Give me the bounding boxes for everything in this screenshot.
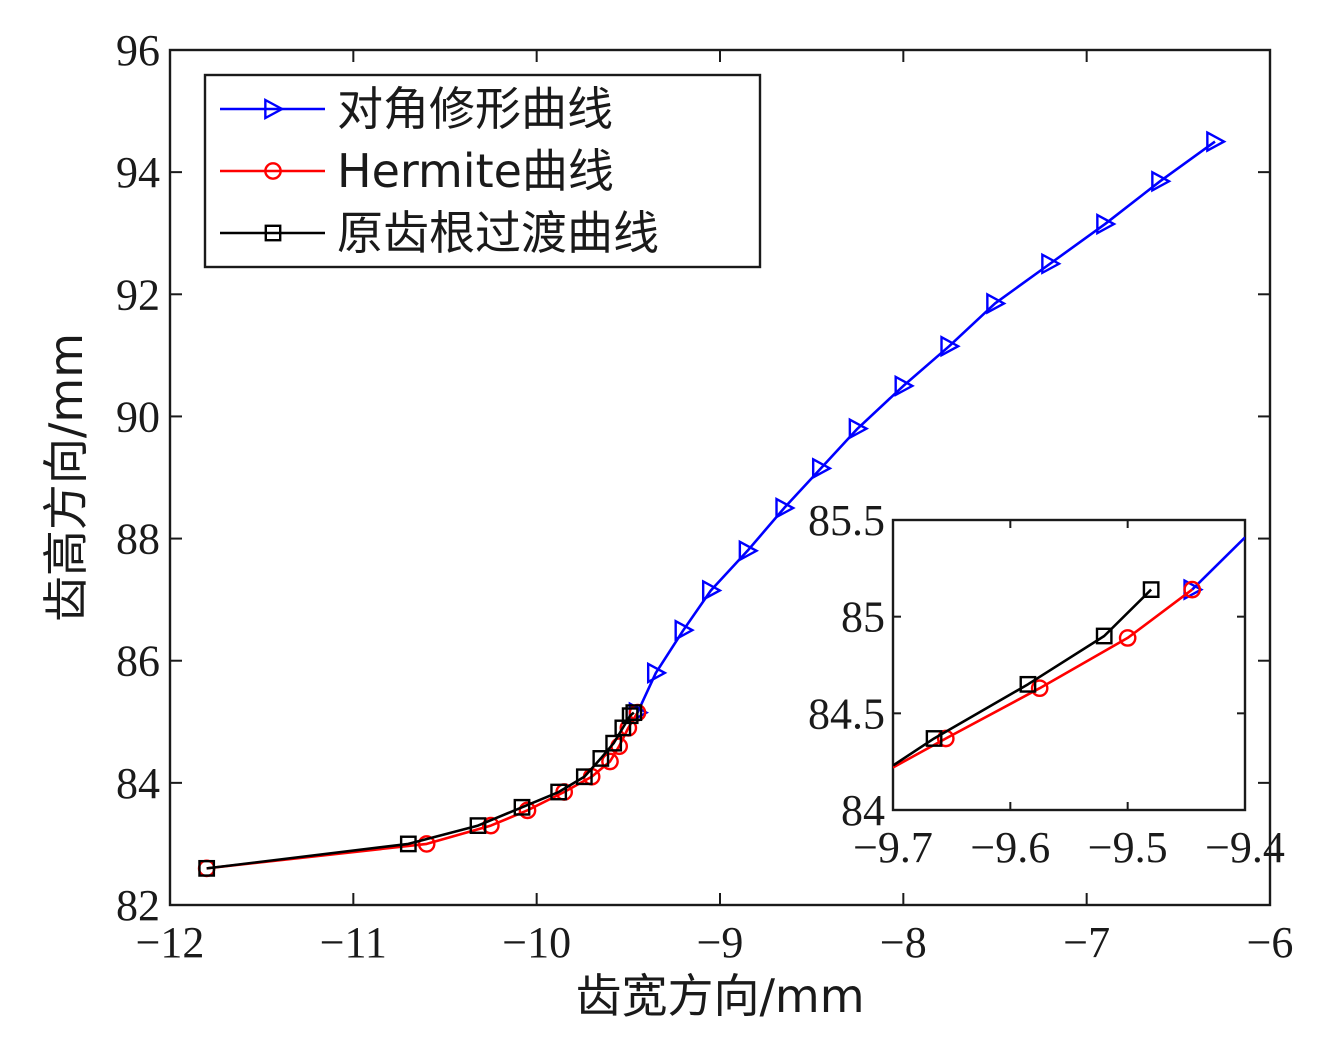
- y-tick-label: 92: [116, 270, 160, 319]
- diagonal-modification-marker-12: [1096, 213, 1117, 236]
- inset-x-tick-label: −9.7: [853, 823, 933, 872]
- legend-hermite-label: Hermite曲线: [337, 144, 614, 198]
- inset-y-tick-label: 85: [841, 593, 885, 642]
- hermite-marker-2: [481, 816, 500, 835]
- original-root-fillet-marker-3: [513, 798, 531, 816]
- original-root-fillet-marker-7: [605, 734, 623, 752]
- inset-original-root-fillet-line: [893, 588, 1153, 767]
- legend-original-root-fillet-label: 原齿根过渡曲线: [337, 206, 659, 260]
- original-root-fillet-marker-2: [469, 817, 487, 835]
- inset-y-tick-label: 84.5: [808, 689, 885, 738]
- original-root-fillet-marker-10: [625, 704, 643, 722]
- inset-hermite-line: [893, 588, 1193, 769]
- diagonal-modification-marker-5: [775, 497, 796, 520]
- x-tick-label: −12: [136, 918, 205, 967]
- inset-hermite-marker-1: [1030, 679, 1049, 698]
- x-axis-label: 齿宽方向/mm: [575, 969, 864, 1023]
- original-root-fillet-marker-4: [550, 783, 568, 801]
- diagonal-modification-line: [636, 140, 1216, 714]
- inset-frame: [891, 518, 1247, 812]
- x-tick-label: −9: [697, 918, 744, 967]
- inset-original-root-fillet-marker-1: [1019, 675, 1037, 693]
- y-tick-label: 86: [116, 637, 160, 686]
- diagonal-modification-marker-6: [811, 457, 833, 480]
- y-tick-label: 88: [116, 515, 160, 564]
- inset-x-tick-label: −9.5: [1088, 823, 1168, 872]
- diagonal-modification-marker-3: [701, 579, 723, 602]
- diagonal-modification-marker-1: [646, 661, 668, 684]
- y-axis-label: 齿高方向/mm: [39, 333, 93, 622]
- hermite-marker-3: [518, 801, 537, 820]
- inset-x-tick-label: −9.6: [970, 823, 1050, 872]
- x-tick-label: −11: [320, 918, 387, 967]
- original-root-fillet-marker-5: [575, 768, 593, 786]
- diagonal-modification-marker-4: [738, 539, 760, 562]
- inset-hermite-marker-3: [1183, 580, 1202, 599]
- inset-original-root-fillet-marker-0: [925, 730, 943, 747]
- original-root-fillet-marker-1: [399, 835, 417, 853]
- x-tick-label: −6: [1247, 918, 1294, 967]
- inset-diagonal-modification-line: [1191, 536, 1245, 591]
- diagonal-modification-marker-13: [1151, 170, 1172, 193]
- diagonal-modification-marker-11: [1041, 252, 1062, 275]
- hermite-marker-6: [601, 752, 619, 771]
- y-tick-label: 82: [116, 881, 160, 930]
- diagonal-modification-marker-7: [848, 417, 870, 440]
- legend-hermite-marker-0: [264, 162, 282, 180]
- y-tick-label: 84: [116, 759, 160, 808]
- inset-x-tick-label: −9.4: [1205, 823, 1285, 872]
- hermite-marker-1: [417, 835, 436, 853]
- inset-original-root-fillet-marker-3: [1142, 581, 1160, 599]
- x-tick-label: −8: [880, 918, 927, 967]
- inset-y-tick-label: 84: [841, 786, 885, 835]
- y-tick-label: 96: [116, 26, 160, 75]
- diagonal-modification-marker-8: [894, 374, 915, 397]
- legend-diagonal-modification-label: 对角修形曲线: [337, 82, 613, 136]
- y-tick-label: 94: [116, 148, 160, 197]
- diagonal-modification-marker-14: [1206, 130, 1227, 153]
- original-root-fillet-marker-6: [592, 750, 610, 767]
- diagonal-modification-marker-2: [674, 619, 695, 642]
- inset-original-root-fillet-marker-2: [1095, 627, 1113, 645]
- legend-diagonal-modification-marker-0: [264, 97, 285, 121]
- legend-original-root-fillet-marker-0: [264, 224, 282, 242]
- diagonal-modification-marker-10: [986, 292, 1007, 315]
- y-tick-label: 90: [116, 392, 160, 441]
- inset-hermite-marker-2: [1118, 629, 1137, 647]
- original-root-fillet-marker-0: [198, 859, 216, 877]
- x-tick-label: −10: [502, 918, 571, 967]
- x-tick-label: −7: [1063, 918, 1110, 967]
- inset-y-tick-label: 85.5: [808, 496, 885, 545]
- diagonal-modification-marker-9: [940, 335, 961, 358]
- original-root-fillet-marker-9: [621, 707, 639, 725]
- inset-plot: −9.7 −9.6 −9.5 −9.4 84 84.5 85 85.5: [808, 496, 1285, 872]
